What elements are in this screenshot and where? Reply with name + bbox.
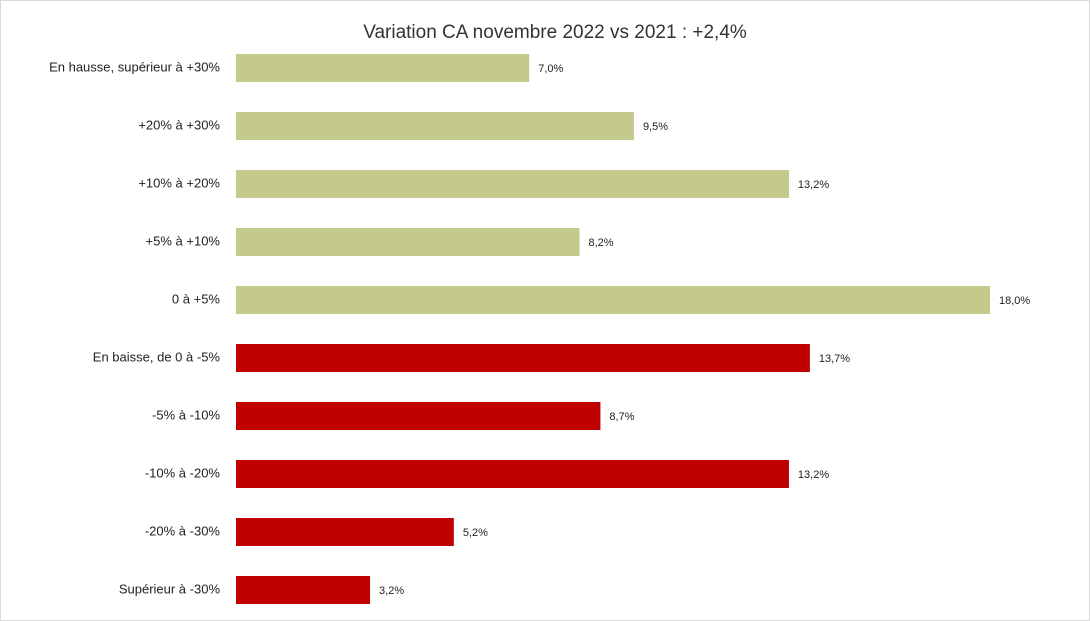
y-tick-label: -20% à -30% [145, 523, 221, 538]
value-label: 9,5% [643, 121, 668, 133]
y-tick-label: -5% à -10% [152, 407, 220, 422]
value-label: 8,7% [609, 411, 634, 423]
bar [236, 228, 580, 256]
y-tick-label: +20% à +30% [138, 117, 220, 132]
value-label: 13,2% [798, 469, 829, 481]
value-label: 5,2% [463, 527, 488, 539]
y-tick-label: +5% à +10% [146, 233, 221, 248]
value-label: 3,2% [379, 585, 404, 597]
y-tick-label: 0 à +5% [172, 291, 221, 306]
bar [236, 460, 789, 488]
bar [236, 344, 810, 372]
chart-title: Variation CA novembre 2022 vs 2021 : +2,… [363, 22, 747, 43]
bar [236, 402, 601, 430]
bar [236, 518, 454, 546]
value-label: 13,7% [819, 353, 850, 365]
value-label: 13,2% [798, 179, 829, 191]
y-tick-label: En hausse, supérieur à +30% [49, 59, 220, 74]
y-tick-label: En baisse, de 0 à -5% [93, 349, 221, 364]
bar [236, 286, 990, 314]
y-tick-label: Supérieur à -30% [119, 581, 221, 596]
bar [236, 170, 789, 198]
value-label: 7,0% [538, 63, 563, 75]
y-tick-label: +10% à +20% [138, 175, 220, 190]
y-tick-label: -10% à -20% [145, 465, 221, 480]
bar [236, 112, 634, 140]
bar [236, 54, 530, 82]
value-label: 8,2% [588, 237, 613, 249]
value-label: 18,0% [999, 295, 1030, 307]
bar [236, 576, 371, 604]
